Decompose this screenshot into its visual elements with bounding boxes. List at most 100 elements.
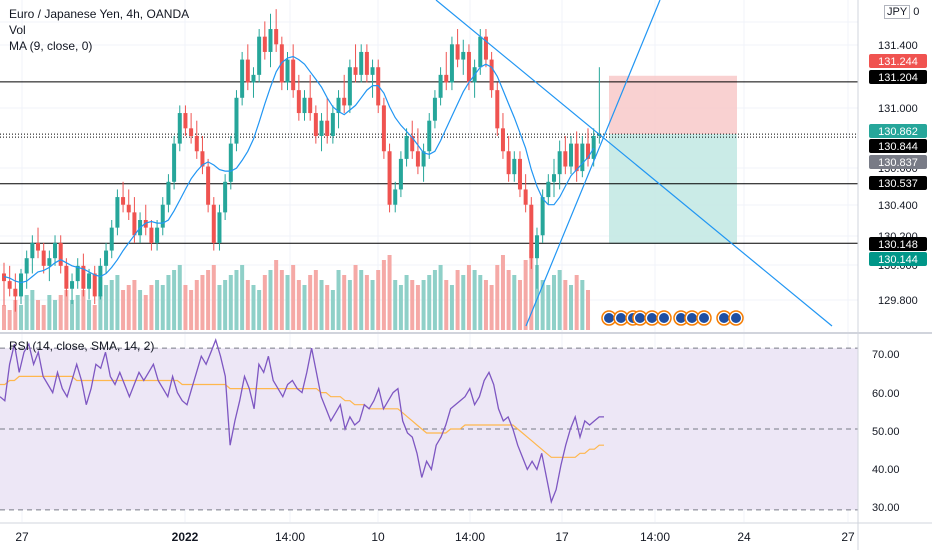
- candle-body: [274, 29, 279, 45]
- candle-body: [534, 235, 539, 259]
- volume-bar: [262, 275, 267, 330]
- candlesticks: [2, 9, 602, 312]
- price-label-box: [869, 155, 927, 169]
- volume-bar: [381, 260, 386, 330]
- price-tick-label: 130.400: [878, 200, 918, 212]
- volume-bar: [104, 285, 109, 330]
- candle-body: [217, 212, 222, 243]
- candle-body: [251, 74, 256, 83]
- volume-bar: [245, 280, 250, 330]
- volume-bar: [461, 275, 466, 330]
- volume-bar: [279, 270, 284, 330]
- price-label-text: 130.862: [878, 126, 918, 138]
- candle-body: [438, 74, 443, 98]
- symbol-title[interactable]: Euro / Japanese Yen, 4h, OANDA: [9, 7, 190, 21]
- volume-bar: [268, 270, 273, 330]
- candle-body: [285, 59, 290, 83]
- volume-bar: [563, 280, 568, 330]
- candle-body: [342, 97, 347, 106]
- candle-body: [58, 242, 63, 266]
- candle-body: [387, 151, 392, 205]
- volume-bar: [70, 300, 75, 330]
- candle-body: [381, 105, 386, 152]
- volume-bar: [285, 275, 290, 330]
- candle-body: [586, 143, 591, 159]
- candle-body: [580, 143, 585, 172]
- candle-body: [87, 273, 92, 289]
- stop-loss-zone: [609, 75, 737, 135]
- candle-body: [166, 181, 171, 205]
- volume-bar: [370, 280, 375, 330]
- volume-bar: [13, 300, 18, 330]
- candle-body: [160, 204, 165, 228]
- candle-body: [109, 227, 114, 251]
- event-flag: [731, 313, 741, 323]
- volume-bar: [529, 250, 534, 330]
- candle-body: [478, 36, 483, 68]
- volume-bar: [296, 280, 301, 330]
- descending-trendline: [435, 0, 833, 327]
- candle-body: [455, 44, 460, 60]
- volume-bar: [387, 255, 392, 330]
- candle-body: [47, 258, 52, 266]
- candle-body: [347, 67, 352, 106]
- candle-body: [13, 288, 18, 297]
- time-tick-label: 14:00: [275, 530, 305, 544]
- moving-average: [3, 55, 595, 284]
- rsi-pane: [0, 338, 858, 511]
- volume-bar: [143, 295, 148, 330]
- volume-bar: [132, 280, 137, 330]
- time-tick-label: 14:00: [455, 530, 485, 544]
- volume-bar: [172, 270, 177, 330]
- price-label-text: 130.537: [878, 178, 918, 190]
- candle-body: [563, 151, 568, 167]
- volume-bar: [177, 265, 182, 330]
- volume-bars: [2, 250, 591, 330]
- volume-bar: [92, 305, 97, 330]
- currency-selector[interactable]: JPY 0: [884, 5, 919, 19]
- volume-bar: [432, 270, 437, 330]
- time-tick-label: 27: [15, 530, 29, 544]
- price-label-box: [869, 124, 927, 138]
- price-label-box: [869, 237, 927, 251]
- candle-body: [410, 135, 415, 152]
- volume-bar: [330, 290, 335, 330]
- candle-body: [126, 204, 131, 213]
- volume-bar: [308, 275, 313, 330]
- volume-bar: [257, 290, 262, 330]
- candle-body: [432, 97, 437, 121]
- currency-label[interactable]: JPY: [884, 5, 911, 19]
- ma-label[interactable]: MA (9, close, 0): [9, 39, 93, 53]
- volume-bar: [75, 295, 80, 330]
- volume-bar: [444, 280, 449, 330]
- candle-body: [336, 97, 341, 114]
- volume-bar: [376, 270, 381, 330]
- volume-bar: [200, 275, 205, 330]
- vol-label[interactable]: Vol: [9, 23, 26, 37]
- volume-bar: [483, 280, 488, 330]
- candle-body: [444, 74, 449, 83]
- volume-bar: [217, 285, 222, 330]
- price-label-box: [869, 252, 927, 266]
- candle-body: [75, 265, 80, 282]
- rsi-label[interactable]: RSI (14, close, SMA, 14, 2): [9, 339, 155, 353]
- volume-bar: [138, 290, 143, 330]
- volume-bar: [194, 280, 199, 330]
- volume-bar: [347, 280, 352, 330]
- volume-bar: [342, 275, 347, 330]
- volume-bar: [64, 290, 69, 330]
- candle-body: [121, 197, 126, 205]
- volume-bar: [410, 280, 415, 330]
- candle-body: [557, 151, 562, 175]
- ascending-trendline: [525, 0, 661, 327]
- price-label-text: 131.204: [878, 72, 918, 84]
- volume-bar: [319, 280, 324, 330]
- volume-bar: [41, 305, 46, 330]
- candle-body: [53, 242, 58, 259]
- candle-body: [70, 281, 75, 289]
- time-tick-label: 10: [371, 530, 385, 544]
- rsi-tick-label: 70.00: [872, 349, 900, 361]
- volume-bar: [160, 285, 165, 330]
